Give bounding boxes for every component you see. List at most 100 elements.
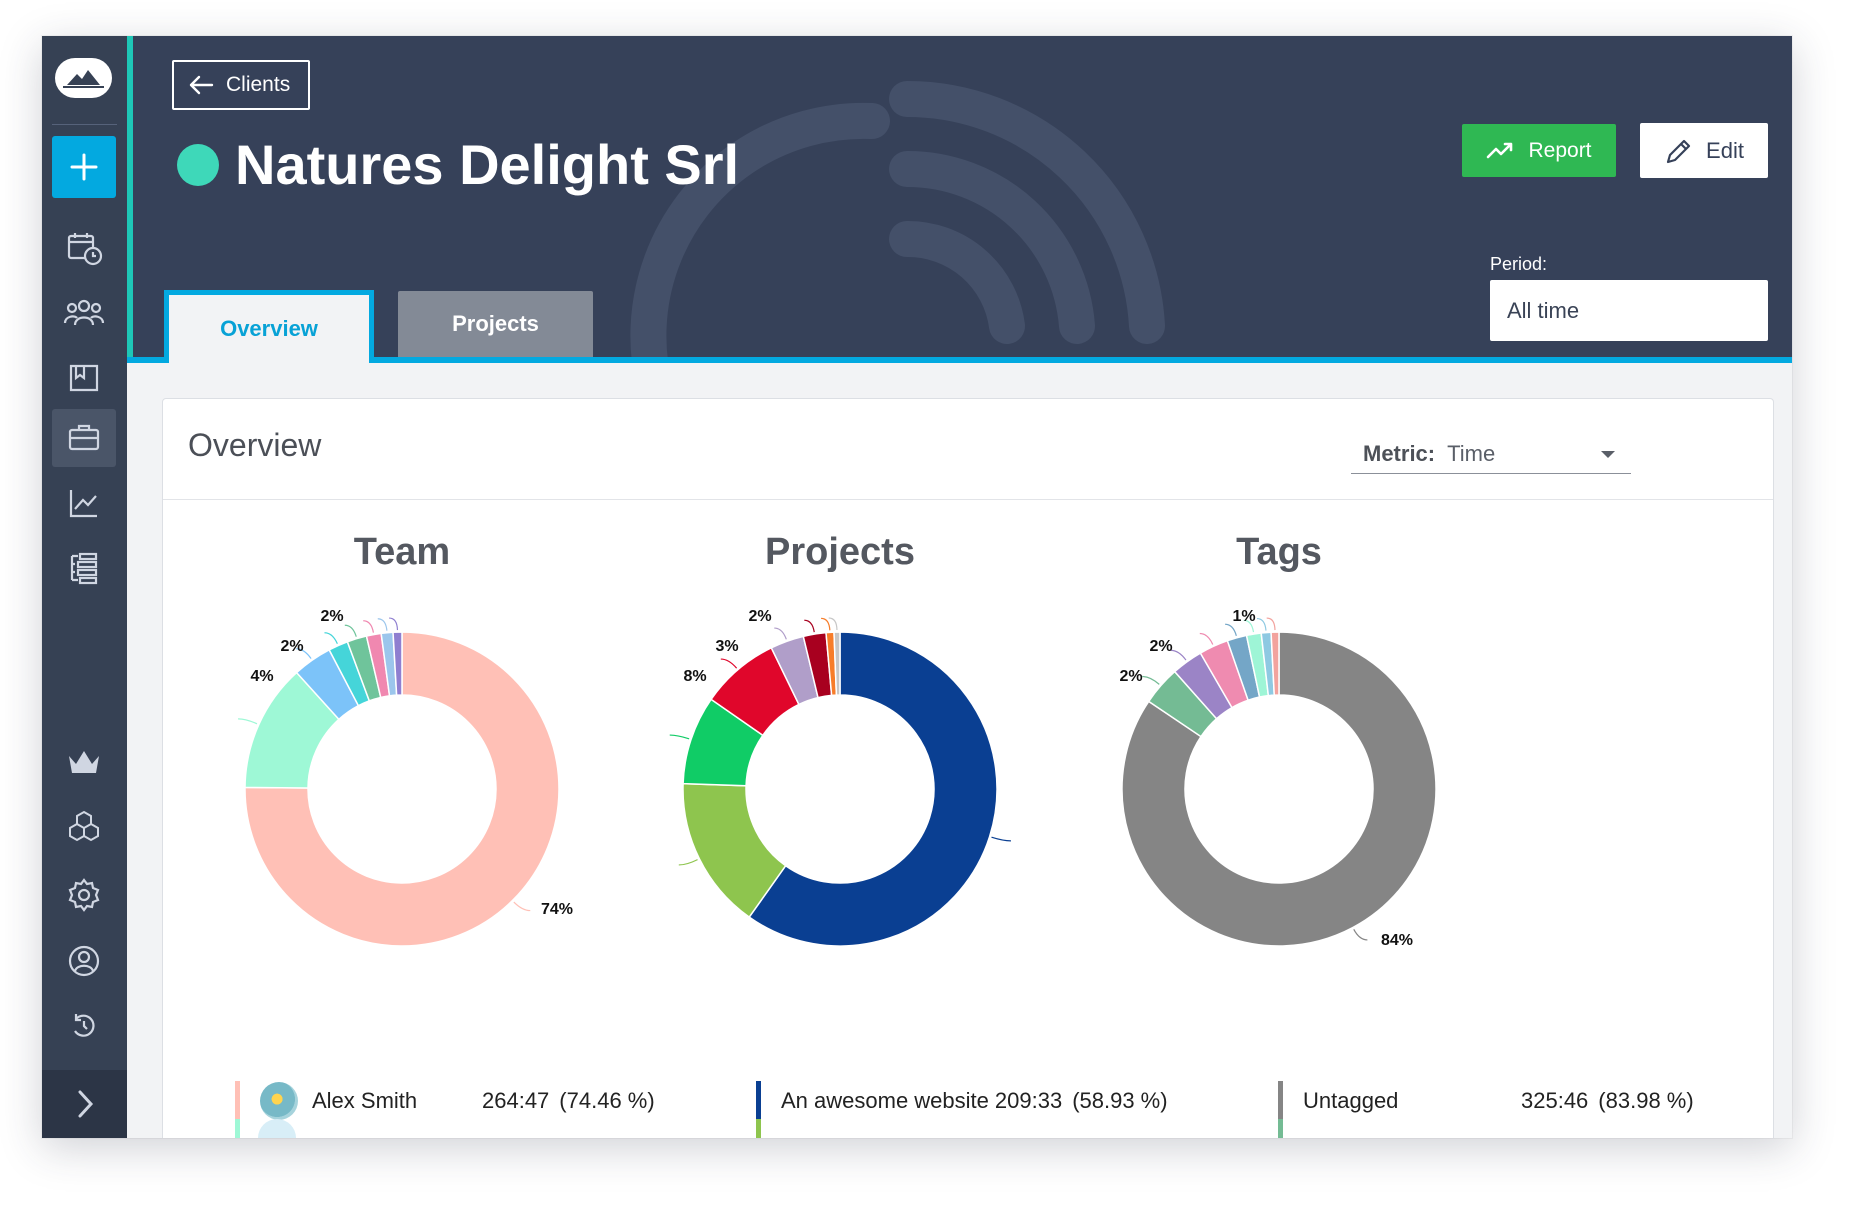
back-button-label: Clients: [226, 73, 291, 96]
team-legend-row[interactable]: Alex Smith 264:47 (74.46 %): [235, 1081, 655, 1121]
tab-overview[interactable]: Overview: [164, 290, 374, 363]
card-divider: [163, 499, 1773, 500]
chart-title: Team: [354, 531, 450, 573]
slice-connector: [1243, 619, 1255, 633]
sidebar-item-timeline[interactable]: [55, 539, 113, 597]
projects-legend-row[interactable]: An awesome website 209:33 (58.93 %): [756, 1081, 1168, 1121]
donut-slice[interactable]: [244, 631, 560, 947]
legend-percent: (74.46 %): [559, 1088, 655, 1113]
sidebar-item-profile[interactable]: [55, 932, 113, 990]
slice-connector: [344, 624, 357, 637]
sidebar-item-clients[interactable]: [52, 409, 116, 467]
tab-overview-label: Overview: [220, 316, 318, 341]
donut-slice[interactable]: [833, 631, 841, 696]
legend-percent: (58.93 %): [1072, 1088, 1168, 1113]
app-window: Clients Natures Delight Srl Report Edit …: [42, 36, 1792, 1138]
avatar: [260, 1082, 298, 1120]
edit-button-label: Edit: [1706, 137, 1744, 163]
overview-card: Overview Metric: Time Team 74% 4% 2% 2% Proje…: [162, 398, 1774, 1138]
legend-percent: (83.98 %): [1598, 1088, 1694, 1113]
edit-button[interactable]: Edit: [1640, 123, 1768, 178]
chart-title: Tags: [1236, 531, 1322, 573]
slice-connector: [324, 632, 338, 644]
donut-slice[interactable]: [748, 631, 998, 947]
history-icon: [74, 1014, 95, 1037]
report-button[interactable]: Report: [1462, 124, 1616, 177]
legend-color-bar: [1278, 1081, 1283, 1121]
legend-color-bar: [1278, 1119, 1283, 1138]
add-button[interactable]: [52, 136, 116, 198]
donut-slice[interactable]: [392, 631, 403, 696]
logo[interactable]: [55, 58, 112, 98]
slice-percent-label: 2%: [1119, 668, 1142, 685]
chart-icon: [69, 490, 97, 518]
legend-value: 264:47: [482, 1088, 550, 1113]
donut-slice[interactable]: [1270, 631, 1280, 696]
back-to-clients-button[interactable]: Clients: [172, 60, 310, 110]
slice-percent-label: 1%: [1232, 608, 1255, 625]
legend-color-bar: [235, 1119, 240, 1138]
slice-percent-label: 3%: [715, 638, 738, 655]
sidebar-item-upgrade[interactable]: [55, 733, 113, 791]
pencil-icon: [1666, 139, 1691, 163]
donut-slice[interactable]: [1121, 631, 1437, 947]
slice-percent-label: 2%: [748, 608, 771, 625]
sidebar-expand-button[interactable]: [42, 1070, 127, 1138]
sidebar-item-projects[interactable]: [55, 349, 113, 407]
header-watermark: [630, 80, 1165, 362]
slice-percent-label: 8%: [683, 668, 706, 685]
caret-down-icon: [1601, 451, 1615, 458]
metric-select[interactable]: Metric: Time: [1351, 435, 1631, 474]
slice-connector: [991, 836, 1011, 842]
slice-connector: [1199, 632, 1214, 645]
sidebar-divider: [52, 124, 117, 125]
slice-connector: [238, 718, 258, 725]
slice-connector: [804, 619, 815, 633]
slice-percent-label: 2%: [320, 608, 343, 625]
sidebar-item-history[interactable]: [55, 997, 113, 1055]
sidebar-item-team[interactable]: [55, 284, 113, 342]
slice-connector: [669, 734, 690, 740]
card-title: Overview: [188, 427, 322, 463]
legend-name: An awesome website: [781, 1088, 989, 1113]
slice-percent-label: 2%: [1149, 638, 1172, 655]
chevron-right-icon: [78, 1090, 93, 1118]
slice-connector: [774, 627, 787, 640]
period-select[interactable]: All time: [1490, 280, 1768, 341]
avatar: [258, 1119, 296, 1138]
slice-connector: [828, 617, 838, 631]
user-circle-icon: [68, 945, 100, 977]
header-bottom-line: [127, 357, 1792, 363]
briefcase-icon: [68, 424, 100, 451]
tab-projects[interactable]: Projects: [398, 291, 593, 357]
chart-title: Projects: [765, 531, 915, 573]
slice-connector: [1225, 623, 1237, 636]
page-title: Natures Delight Srl: [235, 133, 740, 196]
slice-percent-label: 74%: [541, 901, 573, 918]
sidebar-item-settings[interactable]: [55, 866, 113, 924]
metric-label: Metric:: [1363, 441, 1436, 466]
slice-connector: [296, 648, 312, 659]
sidebar-item-reports[interactable]: [55, 474, 113, 532]
sidebar-item-integrations[interactable]: [55, 798, 113, 856]
header-accent-bar: [127, 36, 133, 362]
slice-connector: [720, 658, 738, 669]
slice-percent-label: 2%: [280, 638, 303, 655]
trend-icon: [1487, 142, 1513, 158]
legend-value: 325:46: [1521, 1088, 1589, 1113]
legend-name: Alex Smith: [312, 1088, 418, 1113]
tags-legend-row[interactable]: Untagged 325:46 (83.98 %): [1278, 1081, 1694, 1121]
slice-connector: [513, 901, 531, 912]
list-icon: [70, 552, 98, 585]
sidebar-item-timesheet[interactable]: [55, 219, 113, 277]
slice-connector: [377, 618, 388, 631]
report-button-label: Report: [1528, 138, 1592, 162]
tab-projects-label: Projects: [452, 311, 539, 336]
slice-connector: [1170, 649, 1187, 661]
slice-percent-label: 84%: [1381, 932, 1413, 949]
period-value: All time: [1507, 297, 1580, 323]
cubes-icon: [69, 810, 99, 842]
slice-connector: [1353, 929, 1368, 941]
period-label: Period:: [1490, 254, 1548, 274]
slice-connector: [363, 620, 375, 633]
